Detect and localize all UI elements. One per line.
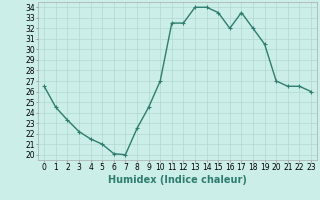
X-axis label: Humidex (Indice chaleur): Humidex (Indice chaleur) bbox=[108, 175, 247, 185]
